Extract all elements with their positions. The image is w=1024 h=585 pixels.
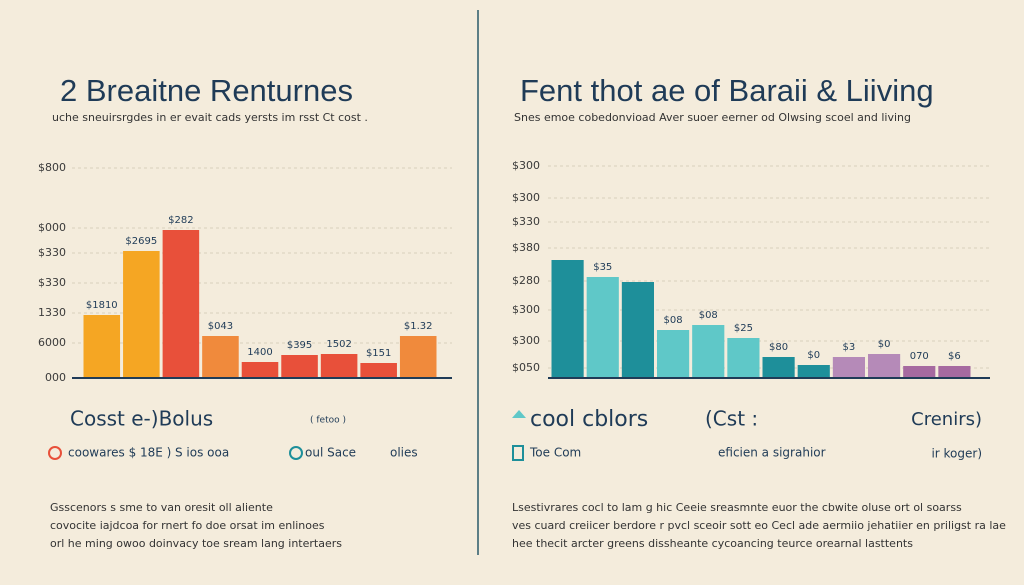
y-tick-label: $330: [38, 276, 66, 289]
note: orl he ming owoo doinvacy toe sream lang…: [50, 537, 342, 550]
bar: [727, 338, 760, 378]
bar: [832, 357, 865, 378]
bar: [797, 365, 830, 378]
legend-text: Cosst e-)Bolus: [70, 407, 213, 431]
y-tick-label: $300: [512, 191, 540, 204]
bar: [360, 363, 397, 378]
bar-label: 1400: [247, 347, 272, 358]
y-tick-label: $300: [512, 159, 540, 172]
bar: [903, 366, 936, 378]
icon: [48, 446, 62, 460]
bar: [657, 330, 690, 378]
y-tick-label: $050: [512, 361, 540, 374]
bar: [162, 230, 200, 378]
bar-label: $395: [287, 340, 312, 351]
bar: [83, 315, 121, 378]
chart-title: 2 Breaitne Renturnes: [60, 73, 353, 108]
bar-label: 070: [910, 351, 929, 362]
bar-label: $80: [769, 342, 788, 353]
bar-label: $3: [843, 342, 856, 353]
note: ves cuard creiicer berdore r pvcl sceoir…: [512, 519, 1006, 532]
bar: [692, 325, 725, 378]
bar: [621, 282, 654, 378]
y-tick-label: $000: [38, 221, 66, 234]
y-tick-label: $330: [38, 246, 66, 259]
bar: [938, 366, 971, 378]
bar: [586, 277, 619, 378]
y-tick-label: $300: [512, 334, 540, 347]
y-tick-label: 6000: [38, 336, 66, 349]
legend-text: coowares $ 18E ): [68, 446, 171, 460]
note: covocite iajdcoa for rnert fo doe orsat …: [50, 519, 325, 532]
y-tick-label: $330: [512, 215, 540, 228]
bar-label: $0: [878, 339, 891, 350]
bar-label: $08: [699, 310, 718, 321]
bar-label: $08: [664, 315, 683, 326]
bar-label: $043: [208, 321, 233, 332]
bar-label: $1810: [86, 300, 118, 311]
bar: [123, 251, 160, 378]
y-tick-label: 1330: [38, 306, 66, 319]
bar-label: $282: [168, 215, 193, 226]
note: Lsestivrares cocl to lam g hic Ceeie sre…: [512, 501, 962, 514]
bar-label: 1502: [326, 339, 351, 350]
legend-text: ( fetoo ): [310, 416, 346, 426]
bar-label: $0: [807, 350, 820, 361]
legend-text: olies: [390, 446, 418, 460]
note: hee thecit arcter greens dissheante cyco…: [512, 537, 913, 550]
bar-label: $1.32: [404, 321, 433, 332]
legend-text: cool cblors: [530, 407, 648, 432]
legend-text: (Cst :: [705, 407, 758, 431]
note: Gsscenors s sme to van oresit oll alient…: [50, 501, 273, 514]
y-tick-label: $380: [512, 241, 540, 254]
bar: [762, 357, 795, 378]
bar: [320, 354, 358, 378]
bar-label: $6: [948, 351, 961, 362]
icon: [512, 410, 526, 418]
chart-subtitle: Snes emoe cobedonvioad Aver suoer eerner…: [514, 111, 911, 124]
bar: [281, 355, 318, 378]
legend-text: oul Sace: [305, 446, 356, 460]
icon: [512, 445, 524, 461]
y-tick-label: 000: [45, 371, 66, 384]
bar-label: $35: [593, 262, 612, 273]
bar: [551, 260, 584, 378]
bar-label: $151: [366, 348, 391, 359]
legend-text: Crenirs): [911, 409, 982, 430]
legend-text: eficien a sigrahior: [718, 446, 826, 460]
icon: [289, 446, 303, 460]
bar: [241, 362, 279, 378]
legend-text: S ios ooa: [175, 446, 229, 460]
bar: [868, 354, 901, 378]
legend-text: Toe Com: [529, 446, 581, 460]
bar-label: $2695: [125, 236, 157, 247]
y-tick-label: $280: [512, 274, 540, 287]
bar: [202, 336, 239, 378]
y-tick-label: $800: [38, 161, 66, 174]
chart-title: Fent thot ae of Baraii & Liiving: [520, 73, 934, 108]
bar: [399, 336, 437, 378]
chart-subtitle: uche sneuirsrgdes in er evait cads yerst…: [52, 111, 368, 124]
bar-label: $25: [734, 323, 753, 334]
y-tick-label: $300: [512, 303, 540, 316]
legend-text: ir koger): [931, 447, 982, 461]
